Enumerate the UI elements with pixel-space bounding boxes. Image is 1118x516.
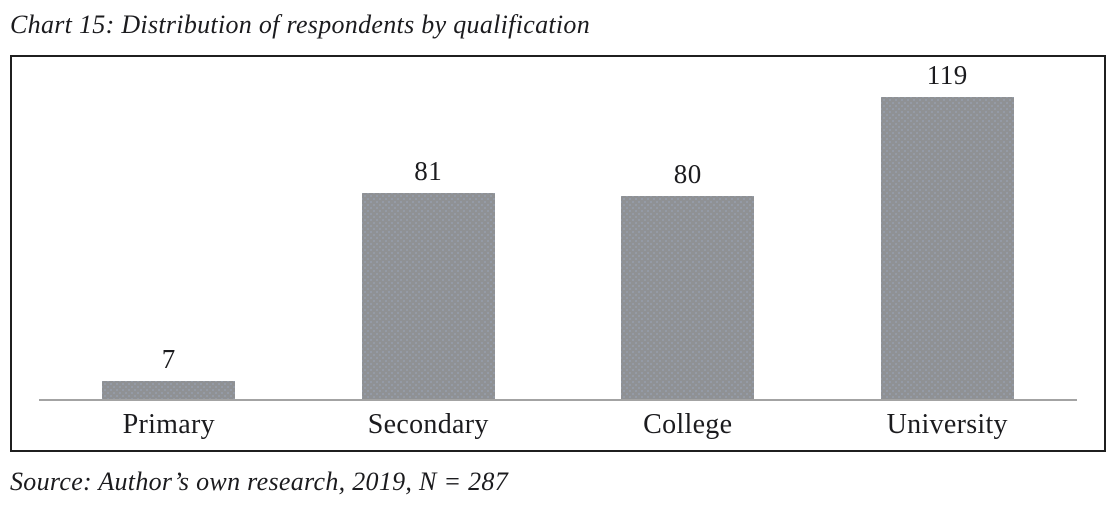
- source-note: Source: Author’s own research, 2019, N =…: [10, 467, 509, 496]
- x-axis-label-university: University: [886, 409, 1008, 440]
- bar-college: [621, 196, 755, 399]
- bar-value-label-secondary: 81: [414, 156, 443, 186]
- x-axis-label-college: College: [643, 409, 733, 440]
- bar-value-label-university: 119: [926, 60, 968, 90]
- chart-title: Chart 15: Distribution of respondents by…: [10, 10, 591, 39]
- x-axis-line: [39, 399, 1077, 401]
- bar-cell-secondary: 81: [299, 158, 559, 399]
- x-axis-labels-row: Primary Secondary College University: [39, 409, 1077, 441]
- bar-primary: [102, 381, 236, 399]
- bars-row: 7 81 80 119: [39, 57, 1077, 399]
- bar-value-label-college: 80: [673, 159, 702, 189]
- bar-cell-college: 80: [558, 161, 818, 399]
- chart-plot-area: 7 81 80 119 Primary Secondary College Universi…: [10, 55, 1106, 452]
- bar-cell-university: 119: [818, 62, 1078, 399]
- bar-university: [880, 97, 1014, 399]
- x-axis-label-secondary: Secondary: [367, 409, 489, 440]
- bar-cell-primary: 7: [39, 346, 299, 399]
- bar-secondary: [361, 193, 495, 399]
- bar-value-label-primary: 7: [161, 344, 176, 374]
- x-axis-label-primary: Primary: [122, 409, 215, 440]
